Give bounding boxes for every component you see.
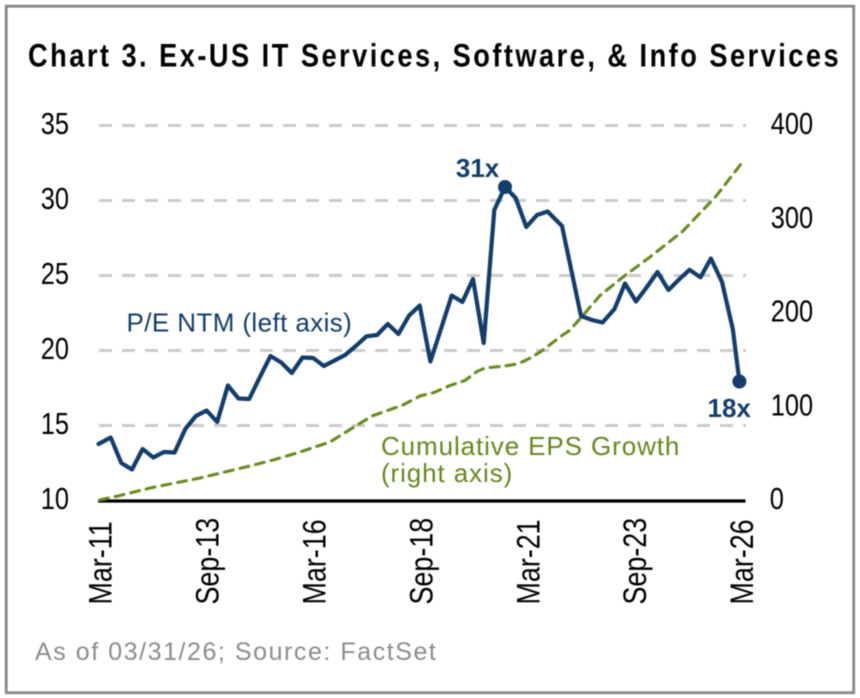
svg-text:10: 10 [41,482,69,517]
svg-text:As of 03/31/26; Source: FactS: As of 03/31/26; Source: FactSet [35,638,437,666]
svg-text:Mar-11: Mar-11 [84,521,120,604]
svg-text:Mar-16: Mar-16 [297,519,333,604]
svg-text:100: 100 [771,388,813,423]
svg-text:(right axis): (right axis) [381,458,513,488]
svg-text:0: 0 [770,482,784,517]
svg-text:30: 30 [41,182,69,217]
svg-text:Sep-23: Sep-23 [618,518,654,605]
svg-text:18x: 18x [708,393,752,423]
svg-text:200: 200 [771,294,813,329]
svg-text:P/E NTM (left axis): P/E NTM (left axis) [127,308,353,338]
svg-text:Sep-18: Sep-18 [404,518,440,605]
svg-text:Sep-13: Sep-13 [190,518,226,605]
svg-text:Mar-21: Mar-21 [511,519,547,604]
svg-text:Cumulative EPS Growth: Cumulative EPS Growth [381,431,680,461]
svg-text:31x: 31x [456,153,500,183]
svg-text:25: 25 [41,257,69,292]
svg-text:Chart 3. Ex-US IT Services, So: Chart 3. Ex-US IT Services, Software, & … [28,38,841,74]
svg-text:300: 300 [771,200,813,235]
svg-text:Mar-26: Mar-26 [725,519,761,604]
svg-text:15: 15 [41,407,69,442]
svg-text:35: 35 [41,107,69,142]
svg-text:20: 20 [41,332,69,367]
svg-text:400: 400 [771,107,813,142]
